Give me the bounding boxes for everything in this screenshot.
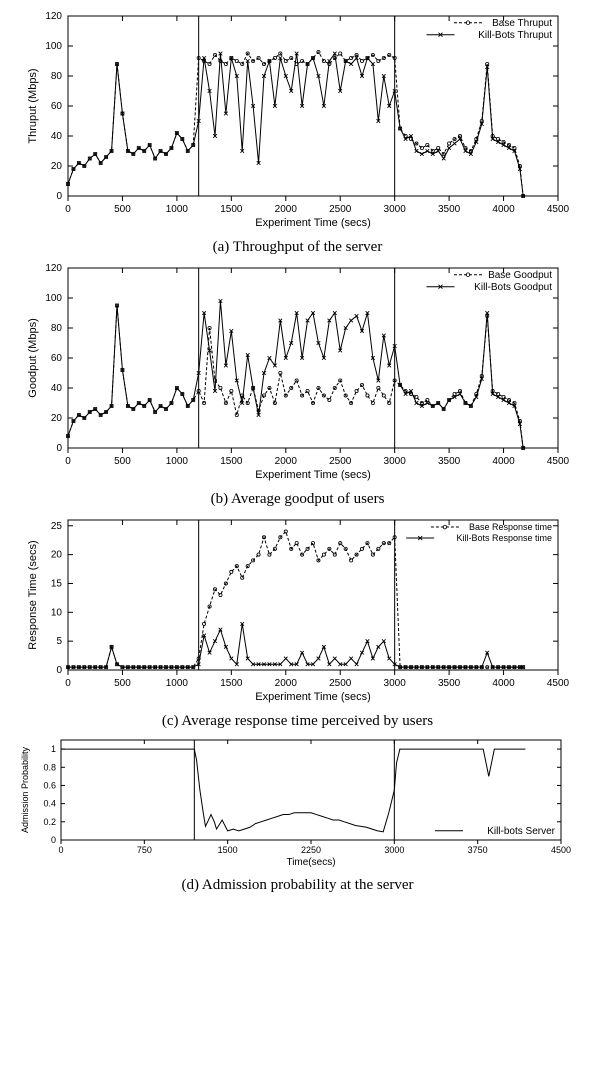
- svg-text:Base Thruput: Base Thruput: [492, 18, 552, 29]
- svg-text:80: 80: [51, 71, 63, 82]
- svg-text:500: 500: [114, 204, 131, 215]
- svg-text:4500: 4500: [547, 456, 570, 467]
- svg-text:60: 60: [51, 353, 63, 364]
- svg-text:1000: 1000: [166, 678, 189, 689]
- svg-text:4000: 4000: [492, 204, 515, 215]
- svg-text:100: 100: [45, 41, 62, 52]
- caption-c: (c) Average response time perceived by u…: [0, 713, 595, 730]
- svg-text:0: 0: [51, 835, 56, 845]
- svg-text:4500: 4500: [551, 845, 571, 855]
- svg-text:2000: 2000: [275, 678, 298, 689]
- svg-text:Experiment Time (secs): Experiment Time (secs): [255, 691, 371, 703]
- panel-c: 0 500 1000 1500 2000 2500 3000 3500 4000 4500 0 5 10…: [0, 514, 595, 730]
- chart-a: 0 500 1000 1500 2000 2500 3000 3500 4000 4500 0 20 4…: [0, 10, 595, 237]
- svg-text:0.6: 0.6: [43, 780, 56, 790]
- svg-text:10: 10: [51, 607, 63, 618]
- svg-text:0: 0: [65, 204, 71, 215]
- page: { "colors": { "bg": "#ffffff", "ink": "#…: [0, 0, 595, 908]
- svg-text:0: 0: [65, 456, 71, 467]
- svg-text:0.8: 0.8: [43, 762, 56, 772]
- svg-text:2250: 2250: [301, 845, 321, 855]
- svg-text:Goodput (Mbps): Goodput (Mbps): [27, 318, 39, 397]
- svg-text:2000: 2000: [275, 204, 298, 215]
- svg-text:20: 20: [51, 413, 63, 424]
- svg-text:2500: 2500: [329, 678, 352, 689]
- svg-text:80: 80: [51, 323, 63, 334]
- svg-text:1500: 1500: [220, 456, 243, 467]
- svg-text:1500: 1500: [218, 845, 238, 855]
- svg-text:0.2: 0.2: [43, 817, 56, 827]
- svg-text:120: 120: [45, 263, 62, 274]
- svg-text:1000: 1000: [166, 456, 189, 467]
- svg-text:Admission Probability: Admission Probability: [20, 746, 30, 833]
- svg-text:20: 20: [51, 161, 63, 172]
- svg-text:3000: 3000: [384, 678, 407, 689]
- svg-text:3000: 3000: [384, 456, 407, 467]
- svg-text:3500: 3500: [438, 456, 461, 467]
- svg-text:2000: 2000: [275, 456, 298, 467]
- caption-d: (d) Admission probability at the server: [0, 877, 595, 894]
- svg-text:Base Goodput: Base Goodput: [488, 270, 552, 281]
- svg-text:2500: 2500: [329, 204, 352, 215]
- svg-text:4500: 4500: [547, 678, 570, 689]
- svg-text:1000: 1000: [166, 204, 189, 215]
- svg-text:4500: 4500: [547, 204, 570, 215]
- svg-text:0: 0: [58, 845, 63, 855]
- svg-text:40: 40: [51, 383, 63, 394]
- panel-b: 0 500 1000 1500 2000 2500 3000 3500 4000 4500 0 20 4…: [0, 262, 595, 508]
- svg-text:100: 100: [45, 293, 62, 304]
- svg-text:Thruput (Mbps): Thruput (Mbps): [27, 68, 39, 143]
- chart-d: 0 750 1500 2250 3000 3750 4500 0 0.2 0.4 0.6 0.8 1 Ti…: [0, 736, 595, 875]
- svg-text:40: 40: [51, 131, 63, 142]
- svg-text:3000: 3000: [384, 204, 407, 215]
- svg-text:15: 15: [51, 578, 63, 589]
- svg-text:Kill-Bots Thruput: Kill-Bots Thruput: [478, 30, 552, 41]
- svg-text:Kill-Bots Goodput: Kill-Bots Goodput: [474, 282, 552, 293]
- svg-text:500: 500: [114, 678, 131, 689]
- caption-a: (a) Throughput of the server: [0, 239, 595, 256]
- svg-text:120: 120: [45, 11, 62, 22]
- svg-text:0: 0: [56, 443, 62, 454]
- svg-text:25: 25: [51, 521, 63, 532]
- svg-text:500: 500: [114, 456, 131, 467]
- svg-text:20: 20: [51, 550, 63, 561]
- svg-text:0: 0: [56, 665, 62, 676]
- panel-a: 0 500 1000 1500 2000 2500 3000 3500 4000 4500 0 20 4…: [0, 10, 595, 256]
- svg-text:0: 0: [65, 678, 71, 689]
- caption-b: (b) Average goodput of users: [0, 491, 595, 508]
- svg-text:Experiment Time (secs): Experiment Time (secs): [255, 217, 371, 229]
- svg-text:750: 750: [137, 845, 152, 855]
- svg-text:60: 60: [51, 101, 63, 112]
- svg-text:4000: 4000: [492, 678, 515, 689]
- svg-text:Response Time (secs): Response Time (secs): [27, 540, 39, 649]
- svg-text:Experiment Time (secs): Experiment Time (secs): [255, 469, 371, 481]
- svg-text:Time(secs): Time(secs): [286, 857, 335, 868]
- svg-text:3500: 3500: [438, 204, 461, 215]
- svg-text:Kill-Bots Response time: Kill-Bots Response time: [456, 533, 552, 543]
- svg-text:2500: 2500: [329, 456, 352, 467]
- panel-d: 0 750 1500 2250 3000 3750 4500 0 0.2 0.4 0.6 0.8 1 Ti…: [0, 736, 595, 894]
- svg-text:3000: 3000: [384, 845, 404, 855]
- svg-text:3750: 3750: [468, 845, 488, 855]
- svg-text:Base Response time: Base Response time: [469, 522, 552, 532]
- svg-text:5: 5: [56, 636, 62, 647]
- svg-text:0.4: 0.4: [43, 799, 56, 809]
- svg-text:1: 1: [51, 744, 56, 754]
- svg-text:1500: 1500: [220, 204, 243, 215]
- chart-b: 0 500 1000 1500 2000 2500 3000 3500 4000 4500 0 20 4…: [0, 262, 595, 489]
- svg-text:4000: 4000: [492, 456, 515, 467]
- svg-text:0: 0: [56, 191, 62, 202]
- svg-text:Kill-bots Server: Kill-bots Server: [487, 826, 555, 837]
- svg-text:1500: 1500: [220, 678, 243, 689]
- chart-c: 0 500 1000 1500 2000 2500 3000 3500 4000 4500 0 5 10…: [0, 514, 595, 711]
- svg-text:3500: 3500: [438, 678, 461, 689]
